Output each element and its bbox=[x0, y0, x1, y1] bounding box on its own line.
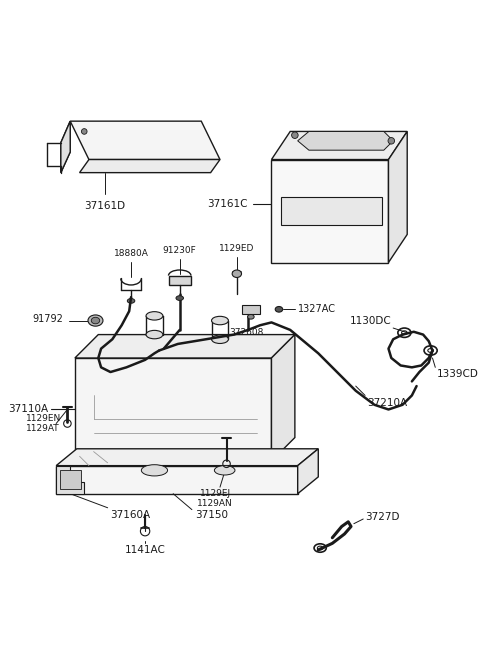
Circle shape bbox=[291, 132, 298, 139]
Circle shape bbox=[82, 129, 87, 134]
Text: 1129EJ
1129AN: 1129EJ 1129AN bbox=[197, 489, 233, 509]
Ellipse shape bbox=[88, 315, 103, 326]
Ellipse shape bbox=[232, 270, 241, 277]
Polygon shape bbox=[61, 121, 70, 173]
Polygon shape bbox=[272, 131, 407, 160]
Ellipse shape bbox=[212, 316, 228, 325]
Ellipse shape bbox=[212, 335, 228, 344]
Text: 18880A: 18880A bbox=[114, 249, 148, 258]
Ellipse shape bbox=[248, 315, 254, 319]
Text: 1129ED: 1129ED bbox=[219, 244, 254, 253]
Ellipse shape bbox=[176, 296, 183, 300]
Ellipse shape bbox=[91, 317, 100, 324]
Text: 1327AC: 1327AC bbox=[298, 304, 336, 314]
Text: 37110A: 37110A bbox=[9, 405, 48, 415]
Ellipse shape bbox=[141, 464, 168, 476]
Polygon shape bbox=[298, 449, 318, 493]
Text: 91792: 91792 bbox=[33, 313, 64, 324]
Polygon shape bbox=[75, 358, 272, 461]
Text: 37160A: 37160A bbox=[110, 510, 151, 520]
Text: 91230F: 91230F bbox=[163, 246, 197, 255]
Text: 1141AC: 1141AC bbox=[125, 545, 166, 555]
Text: 37150: 37150 bbox=[195, 510, 228, 520]
Ellipse shape bbox=[215, 466, 235, 475]
Polygon shape bbox=[388, 131, 407, 263]
Polygon shape bbox=[298, 131, 393, 150]
Text: 1129EN
1129AT: 1129EN 1129AT bbox=[26, 414, 61, 433]
Polygon shape bbox=[80, 160, 220, 173]
Text: 37161D: 37161D bbox=[84, 201, 125, 211]
Polygon shape bbox=[75, 334, 295, 358]
Polygon shape bbox=[61, 121, 70, 173]
Ellipse shape bbox=[275, 307, 283, 312]
Ellipse shape bbox=[146, 311, 163, 320]
Polygon shape bbox=[56, 466, 84, 493]
Polygon shape bbox=[60, 470, 81, 489]
Polygon shape bbox=[168, 275, 191, 285]
Polygon shape bbox=[56, 449, 318, 466]
Polygon shape bbox=[272, 334, 295, 461]
Bar bbox=[281, 197, 382, 225]
Polygon shape bbox=[56, 466, 298, 493]
Text: 37210A: 37210A bbox=[367, 398, 407, 408]
Text: 372608: 372608 bbox=[229, 328, 264, 337]
Polygon shape bbox=[241, 305, 260, 314]
Text: 1130DC: 1130DC bbox=[349, 316, 391, 326]
Text: 3727D: 3727D bbox=[365, 512, 399, 522]
Text: 1339CD: 1339CD bbox=[437, 369, 479, 379]
Ellipse shape bbox=[127, 298, 135, 304]
Circle shape bbox=[388, 137, 395, 144]
Polygon shape bbox=[272, 160, 388, 263]
Polygon shape bbox=[70, 121, 220, 160]
Text: 37161C: 37161C bbox=[207, 198, 248, 208]
Ellipse shape bbox=[146, 330, 163, 339]
